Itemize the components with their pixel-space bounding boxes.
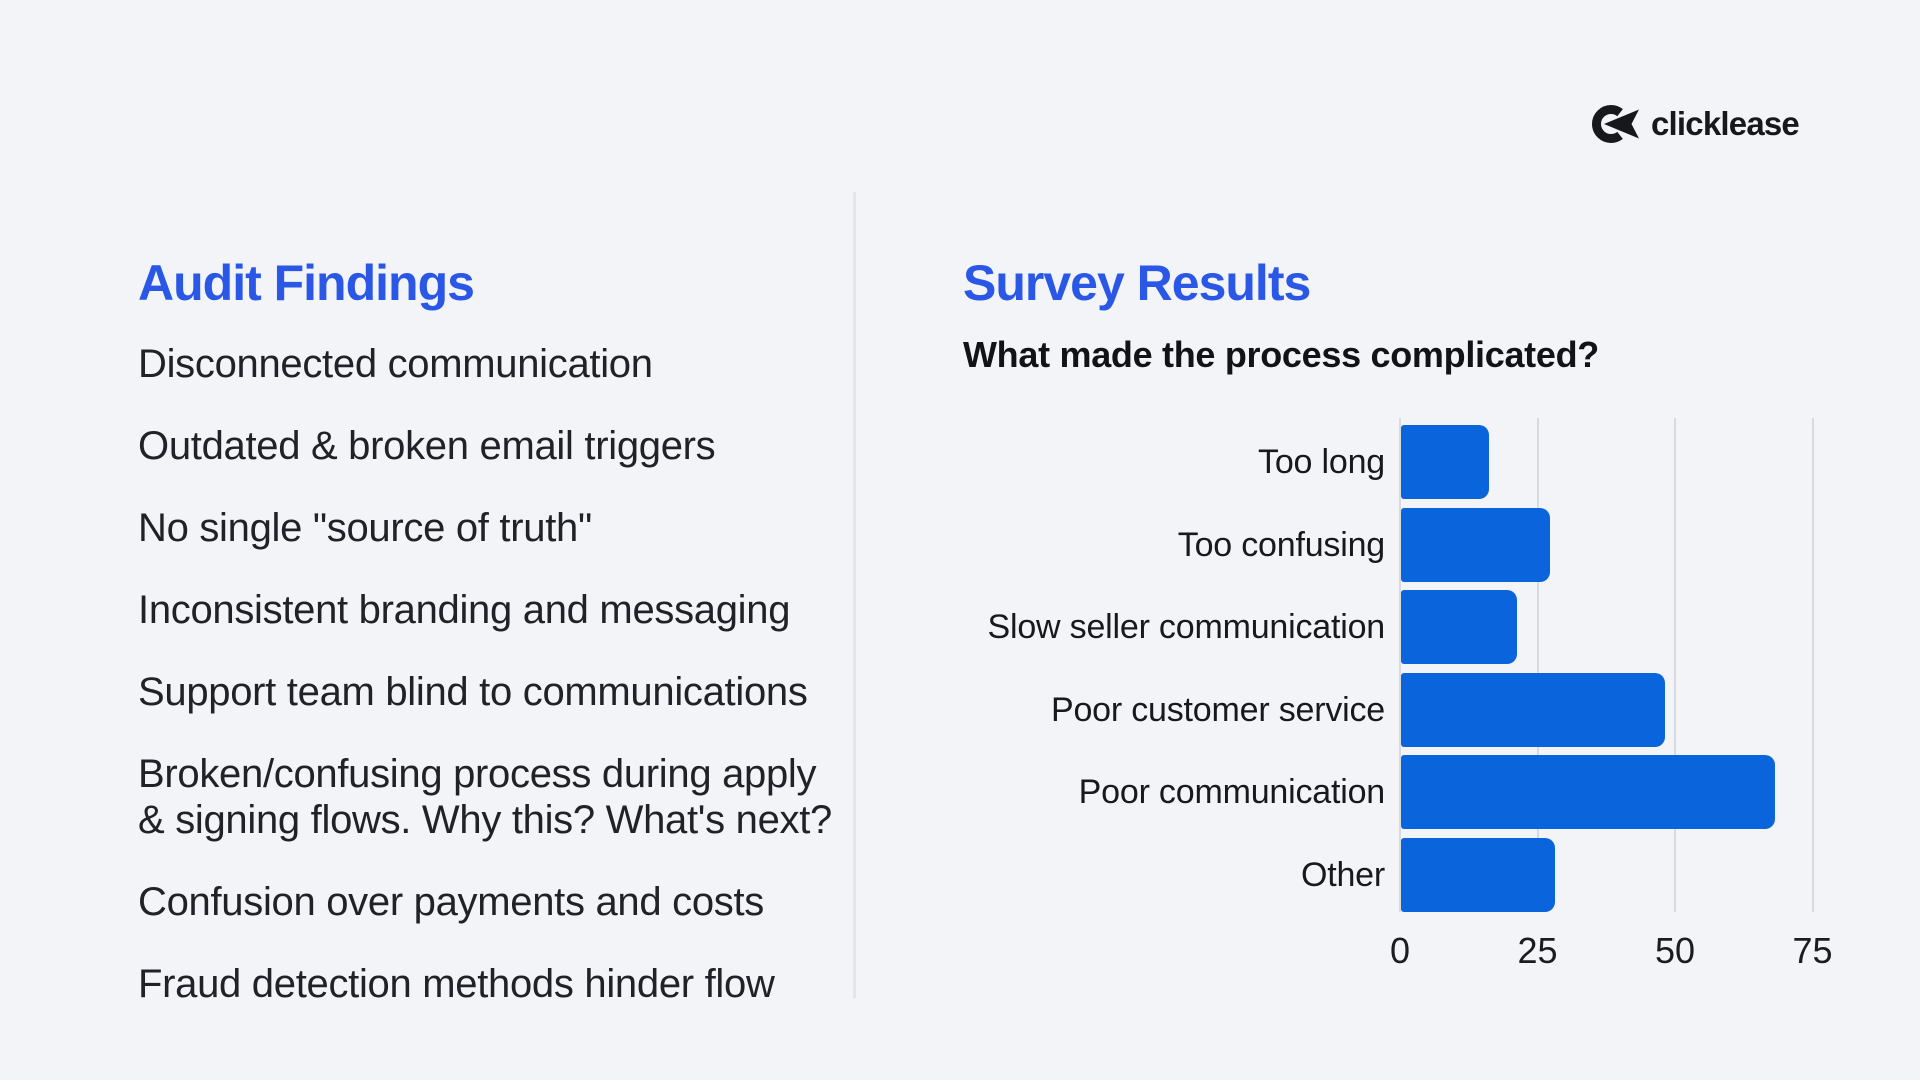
gridline-x-25 — [1536, 418, 1539, 912]
x-tick-label: 25 — [1517, 930, 1558, 971]
survey-results-title: Survey Results — [963, 254, 1311, 311]
audit-finding-item: No single "source of truth" — [138, 506, 592, 550]
bar — [1401, 837, 1555, 912]
survey-question: What made the process complicated? — [963, 334, 1599, 375]
audit-findings-title: Audit Findings — [138, 254, 475, 311]
category-label: Poor communication — [1078, 773, 1386, 811]
category-label: Too long — [1258, 443, 1385, 481]
bar — [1401, 507, 1550, 582]
gridline-x-50 — [1674, 418, 1676, 912]
audit-finding-item: Support team blind to communications — [138, 670, 808, 714]
audit-finding-item: Disconnected communication — [138, 342, 653, 386]
bar — [1401, 590, 1517, 664]
bar — [1401, 425, 1489, 499]
category-label: Other — [1300, 855, 1385, 894]
category-label: Poor customer service — [1050, 690, 1385, 729]
clicklease-logo-text: clicklease — [1651, 105, 1800, 142]
x-tick-label: 50 — [1654, 930, 1696, 971]
x-tick-label: 75 — [1792, 930, 1833, 971]
bar — [1401, 672, 1665, 747]
clicklease-logo: clicklease — [1591, 102, 1800, 146]
category-label: Slow seller communication — [987, 608, 1386, 646]
bar — [1401, 755, 1775, 829]
gridline-x-75 — [1811, 418, 1814, 912]
column-divider — [853, 192, 856, 998]
audit-finding-item: Confusion over payments and costs — [138, 880, 764, 924]
audit-finding-item: Fraud detection methods hinder flow — [138, 962, 775, 1006]
bar-chart: Too long Too confusing Slow seller communi… — [960, 418, 1900, 978]
audit-finding-item: Inconsistent branding and messaging — [138, 588, 791, 632]
audit-finding-item: Broken/confusing process during apply & … — [138, 752, 833, 842]
x-tick-label: 0 — [1389, 930, 1411, 971]
clicklease-logo-icon — [1592, 105, 1639, 143]
gridline-x-0 — [1399, 418, 1401, 912]
audit-findings-list: Disconnected communication Outdated & br… — [138, 341, 838, 1043]
category-label: Too confusing — [1177, 525, 1385, 564]
audit-finding-item: Outdated & broken email triggers — [138, 424, 716, 468]
